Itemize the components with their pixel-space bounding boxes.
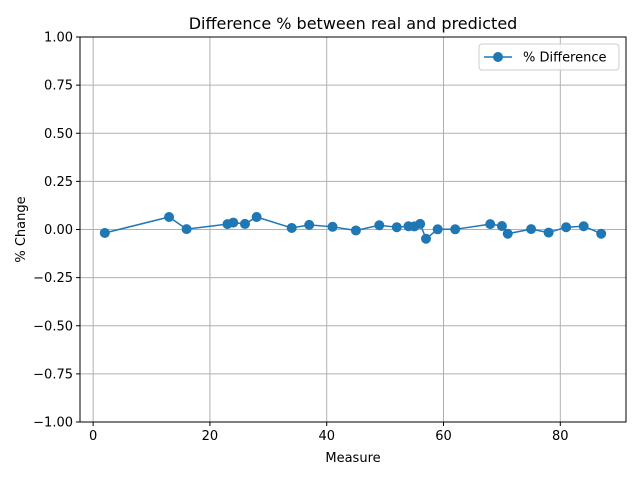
- data-point: [561, 222, 572, 233]
- data-point: [99, 227, 110, 238]
- data-point: [304, 219, 315, 230]
- data-point: [228, 217, 239, 228]
- series-layer: [99, 211, 607, 244]
- y-tick-label: 0.75: [44, 79, 73, 94]
- data-point: [415, 218, 426, 229]
- chart-title: Difference % between real and predicted: [189, 14, 518, 33]
- data-point: [391, 222, 402, 233]
- data-point: [432, 224, 443, 235]
- axis-ticks: 0 20 40 60 80 −1.00 −0.75 −0.50 −0.25 0.00 0.25 0.5…: [33, 31, 568, 445]
- y-tick-label: 0.00: [44, 223, 73, 238]
- y-tick-label: 0.25: [44, 175, 73, 190]
- data-point: [420, 233, 431, 244]
- data-point: [596, 228, 607, 239]
- data-point: [502, 228, 513, 239]
- y-tick-label: −1.00: [33, 416, 73, 431]
- legend-marker-swatch: [493, 52, 503, 62]
- data-point: [374, 220, 385, 231]
- data-point: [239, 218, 250, 229]
- y-tick-label: 0.50: [44, 127, 73, 142]
- x-tick-label: 40: [318, 429, 335, 444]
- y-tick-label: 1.00: [44, 31, 73, 46]
- y-tick-label: −0.75: [33, 367, 73, 382]
- x-axis-title: Measure: [325, 451, 380, 466]
- legend-box: [478, 43, 620, 71]
- data-point: [485, 219, 496, 230]
- data-point: [496, 221, 507, 232]
- data-point: [350, 225, 361, 236]
- y-axis-title: % Change: [14, 196, 29, 262]
- data-point: [181, 224, 192, 235]
- legend-label: % Difference: [523, 51, 607, 66]
- x-tick-label: 20: [202, 429, 219, 444]
- x-tick-label: 0: [89, 429, 97, 444]
- data-point: [450, 224, 461, 235]
- data-point: [164, 211, 175, 222]
- legend: % Difference: [478, 43, 620, 71]
- data-point: [526, 224, 537, 235]
- data-point: [578, 221, 589, 232]
- y-tick-label: −0.25: [33, 271, 73, 286]
- y-tick-label: −0.50: [33, 319, 73, 334]
- x-tick-label: 60: [435, 429, 452, 444]
- data-point: [543, 227, 554, 238]
- data-point: [286, 222, 297, 233]
- x-tick-label: 80: [552, 429, 569, 444]
- data-point: [251, 211, 262, 222]
- data-point: [327, 221, 338, 232]
